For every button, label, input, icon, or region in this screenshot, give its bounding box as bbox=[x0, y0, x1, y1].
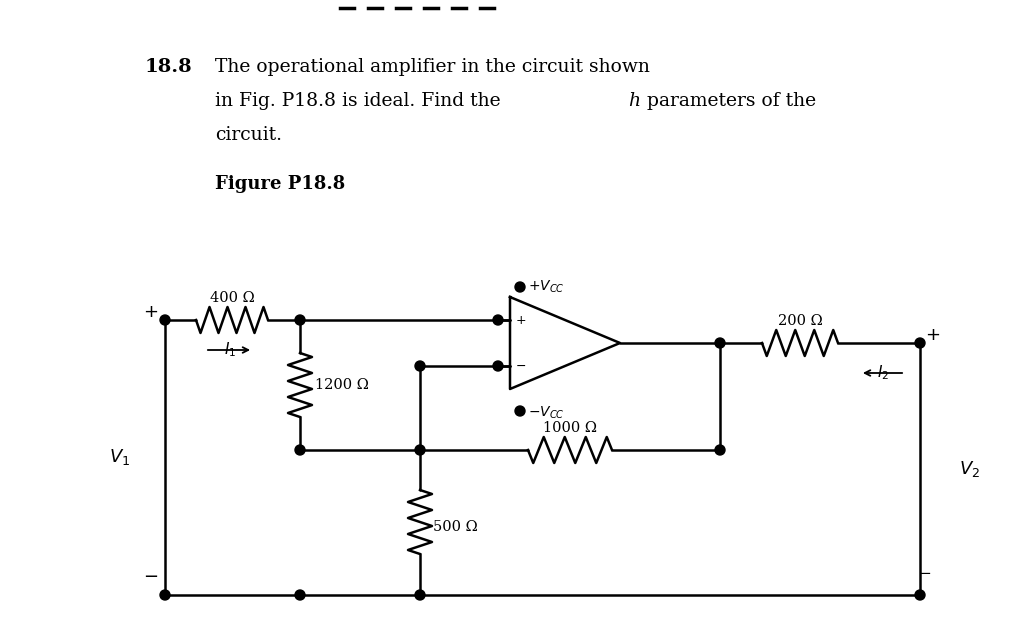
Circle shape bbox=[415, 445, 425, 455]
Circle shape bbox=[915, 338, 925, 348]
Circle shape bbox=[715, 338, 725, 348]
Circle shape bbox=[415, 361, 425, 371]
Text: The operational amplifier in the circuit shown: The operational amplifier in the circuit… bbox=[215, 58, 650, 76]
Text: 400 Ω: 400 Ω bbox=[210, 291, 254, 305]
Text: 1200 Ω: 1200 Ω bbox=[315, 378, 369, 392]
Text: circuit.: circuit. bbox=[215, 126, 282, 144]
Text: h: h bbox=[628, 92, 640, 110]
Circle shape bbox=[295, 590, 305, 600]
Text: $V_2$: $V_2$ bbox=[960, 459, 981, 479]
Circle shape bbox=[515, 282, 525, 292]
Circle shape bbox=[715, 445, 725, 455]
Circle shape bbox=[415, 590, 425, 600]
Text: in Fig. P18.8 is ideal. Find the: in Fig. P18.8 is ideal. Find the bbox=[215, 92, 507, 110]
Circle shape bbox=[160, 315, 170, 325]
Text: −: − bbox=[919, 566, 931, 580]
Circle shape bbox=[915, 590, 925, 600]
Circle shape bbox=[160, 590, 170, 600]
Text: 1000 Ω: 1000 Ω bbox=[543, 421, 597, 435]
Text: −: − bbox=[143, 568, 159, 586]
Circle shape bbox=[295, 315, 305, 325]
Circle shape bbox=[493, 315, 503, 325]
Text: +: + bbox=[516, 314, 526, 326]
Text: 18.8: 18.8 bbox=[145, 58, 193, 76]
Text: Figure P18.8: Figure P18.8 bbox=[215, 175, 345, 193]
Circle shape bbox=[515, 406, 525, 416]
Text: parameters of the: parameters of the bbox=[641, 92, 816, 110]
Text: $+V_{CC}$: $+V_{CC}$ bbox=[528, 279, 564, 295]
Text: 200 Ω: 200 Ω bbox=[778, 314, 822, 328]
Circle shape bbox=[295, 445, 305, 455]
Text: $I_1$: $I_1$ bbox=[224, 340, 236, 359]
Circle shape bbox=[493, 361, 503, 371]
Text: $I_2$: $I_2$ bbox=[877, 363, 889, 382]
Text: 500 Ω: 500 Ω bbox=[433, 520, 478, 534]
Text: +: + bbox=[926, 326, 940, 344]
Text: $V_1$: $V_1$ bbox=[109, 447, 131, 467]
Text: +: + bbox=[143, 303, 159, 321]
Text: −: − bbox=[516, 359, 526, 373]
Text: $-V_{CC}$: $-V_{CC}$ bbox=[528, 404, 564, 421]
